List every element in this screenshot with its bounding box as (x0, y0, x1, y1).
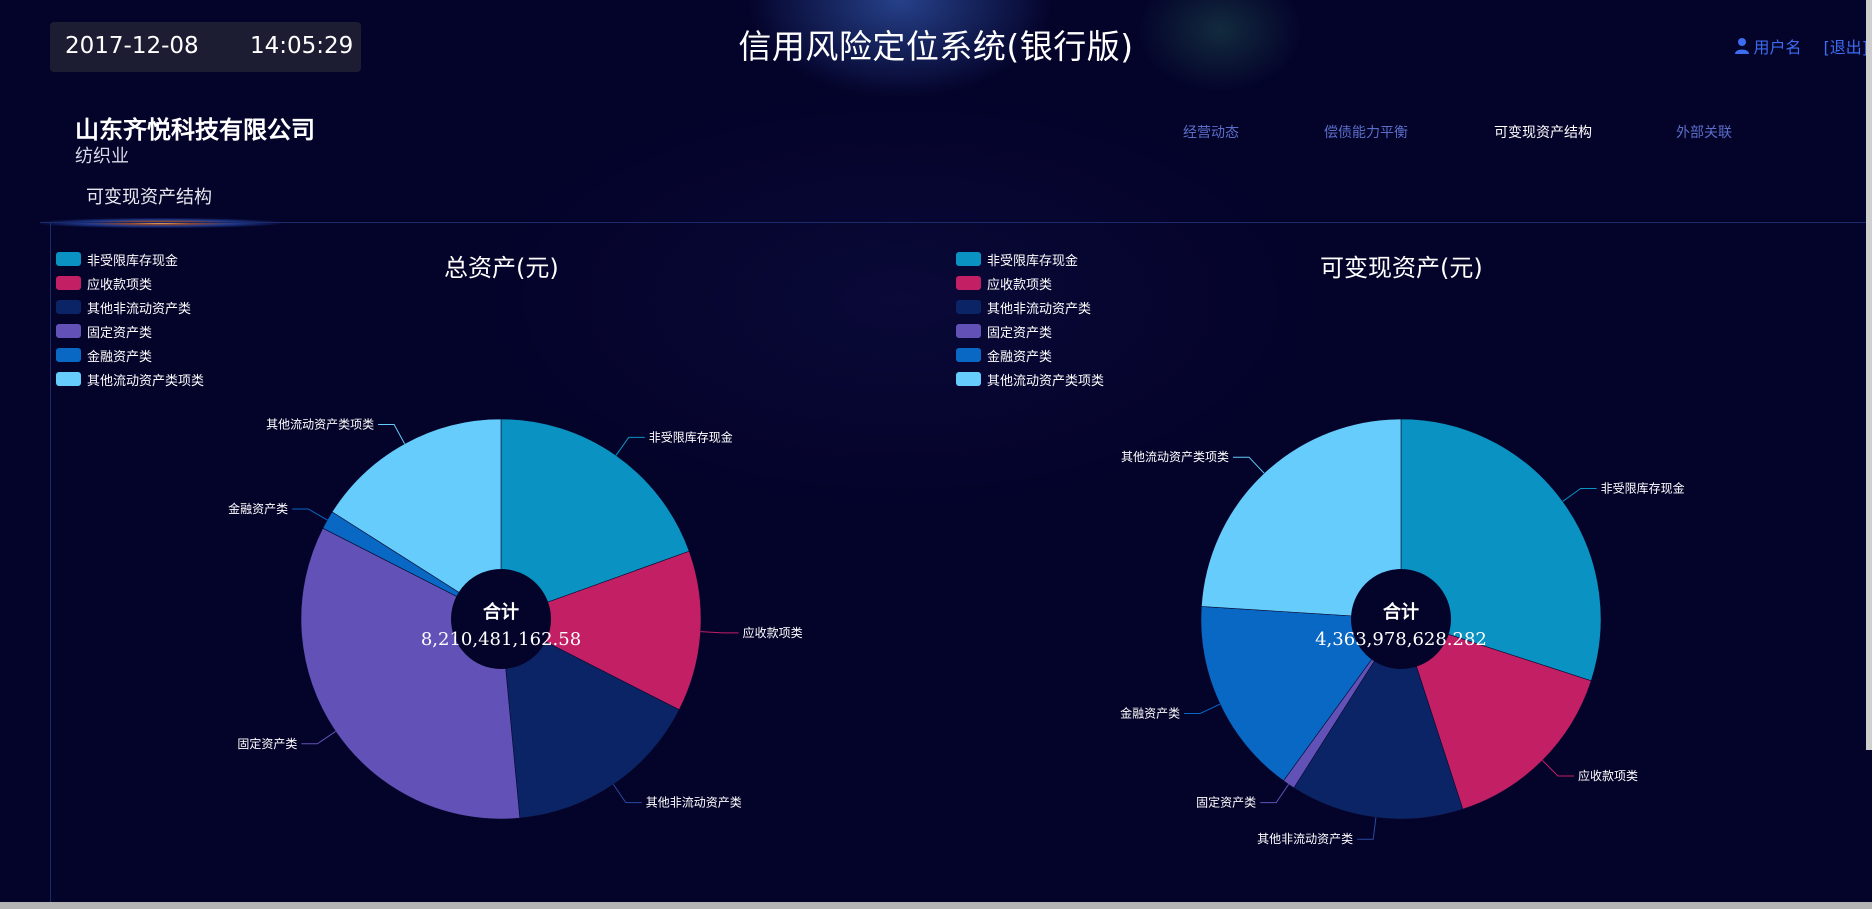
legend-item[interactable]: 非受限库存现金 (956, 247, 1104, 271)
slice-label-line (378, 424, 406, 444)
legend-item[interactable]: 固定资产类 (56, 319, 204, 343)
tab-solvency-balance[interactable]: 偿债能力平衡 (1324, 125, 1408, 141)
legend-realizable-assets: 非受限库存现金 应收款项类其他非流动资产类 固定资产类金融资产类其他流动资产类项类 (956, 247, 1104, 391)
legend-swatch (956, 276, 981, 290)
slice-label-line (615, 436, 645, 456)
legend-swatch (56, 324, 81, 338)
legend-swatch (956, 324, 981, 338)
bottom-scrollbar[interactable] (0, 902, 1872, 909)
pie-slice[interactable] (500, 418, 690, 620)
slice-label-line (1542, 760, 1574, 777)
content-left-border (50, 222, 51, 902)
slice-label: 应收款项类 (1578, 768, 1638, 783)
legend-label: 金融资产类 (87, 349, 153, 365)
legend-item[interactable]: 其他流动资产类项类 (956, 367, 1104, 391)
legend-item[interactable]: 应收款项类 (956, 271, 1104, 295)
pie-slice[interactable] (331, 418, 502, 620)
legend-label: 其他非流动资产类 (987, 301, 1092, 317)
slice-label-line (301, 730, 336, 745)
legend-item[interactable]: 应收款项类 (56, 271, 204, 295)
slice-label-line (1357, 817, 1377, 840)
legend-swatch (956, 372, 981, 386)
pie-center-hole (1351, 569, 1451, 669)
slice-label: 固定资产类 (1196, 795, 1256, 810)
slice-label-line (292, 508, 328, 521)
pie-slice[interactable] (1400, 418, 1602, 682)
legend-swatch (56, 252, 81, 266)
time-text: 14:05:29 (250, 33, 354, 59)
slice-label-line (700, 631, 739, 634)
legend-label: 其他非流动资产类 (87, 301, 192, 317)
user-area: 用户名 [退出] (1734, 34, 1868, 58)
slice-label: 非受限库存现金 (1601, 481, 1685, 496)
slice-label-line (1233, 456, 1265, 474)
chart-title-total-assets: 总资产(元) (444, 254, 559, 282)
slice-label: 固定资产类 (237, 736, 297, 751)
date-text: 2017-12-08 (65, 33, 199, 59)
slice-label-line (612, 784, 642, 804)
legend-label: 非受限库存现金 (87, 253, 179, 269)
legend-swatch (956, 300, 981, 314)
pie-slice[interactable] (1200, 606, 1402, 782)
pie-center-label: 合计 (1383, 601, 1419, 623)
legend-item[interactable]: 金融资产类 (56, 343, 204, 367)
legend-swatch (956, 252, 981, 266)
slice-label: 金融资产类 (228, 501, 288, 516)
legend-swatch (56, 348, 81, 362)
slice-label: 应收款项类 (743, 625, 803, 640)
user-name-link[interactable]: 用户名 (1753, 38, 1802, 57)
chart-title-realizable-assets: 可变现资产(元) (1320, 254, 1483, 282)
legend-swatch (56, 300, 81, 314)
tab-business-dynamics[interactable]: 经营动态 (1183, 125, 1239, 141)
section-glow-decoration (40, 218, 280, 228)
slice-label: 其他流动资产类项类 (266, 418, 374, 432)
slice-label-line (1260, 784, 1290, 804)
legend-label: 固定资产类 (987, 325, 1053, 341)
industry-label: 纺织业 (75, 146, 129, 167)
slice-label-line (1184, 703, 1221, 714)
slice-label: 金融资产类 (1120, 706, 1180, 721)
legend-label: 固定资产类 (87, 325, 153, 341)
pie-center-total: 8,210,481,162.58 (421, 629, 581, 650)
tab-realizable-assets[interactable]: 可变现资产结构 (1494, 125, 1592, 141)
slice-label: 其他流动资产类项类 (1121, 450, 1229, 464)
company-name: 山东齐悦科技有限公司 (75, 116, 315, 144)
pie-center-label: 合计 (483, 601, 519, 623)
tab-external-relations[interactable]: 外部关联 (1676, 125, 1732, 141)
legend-item[interactable]: 其他非流动资产类 (956, 295, 1104, 319)
header-divider (40, 222, 1872, 223)
pie-center-total: 4,363,978,628.282 (1315, 629, 1487, 650)
legend-total-assets: 非受限库存现金 应收款项类其他非流动资产类 固定资产类金融资产类其他流动资产类项类 (56, 247, 204, 391)
user-icon (1735, 38, 1750, 54)
slice-label-line (1562, 488, 1597, 502)
datetime-panel: 2017-12-08 14:05:29 (50, 22, 361, 72)
slice-label: 其他非流动资产类 (646, 796, 742, 810)
pie-slice[interactable] (1293, 618, 1464, 820)
legend-item[interactable]: 其他流动资产类项类 (56, 367, 204, 391)
legend-swatch (56, 372, 81, 386)
logout-link[interactable]: [退出] (1823, 38, 1869, 57)
legend-swatch (56, 276, 81, 290)
legend-label: 应收款项类 (87, 277, 153, 293)
legend-item[interactable]: 非受限库存现金 (56, 247, 204, 271)
legend-item[interactable]: 其他非流动资产类 (56, 295, 204, 319)
legend-label: 金融资产类 (987, 349, 1053, 365)
legend-label: 应收款项类 (987, 277, 1053, 293)
legend-label: 非受限库存现金 (987, 253, 1079, 269)
pie-center-hole (451, 569, 551, 669)
legend-label: 其他流动资产类项类 (87, 373, 205, 389)
section-title: 可变现资产结构 (86, 187, 212, 208)
legend-swatch (956, 348, 981, 362)
slice-label: 非受限库存现金 (649, 429, 733, 444)
legend-item[interactable]: 金融资产类 (956, 343, 1104, 367)
slice-label: 其他非流动资产类 (1257, 832, 1353, 846)
app-title: 信用风险定位系统(银行版) (738, 27, 1134, 66)
legend-item[interactable]: 固定资产类 (956, 319, 1104, 343)
scrollbar[interactable] (1866, 0, 1872, 750)
legend-label: 其他流动资产类项类 (987, 373, 1105, 389)
